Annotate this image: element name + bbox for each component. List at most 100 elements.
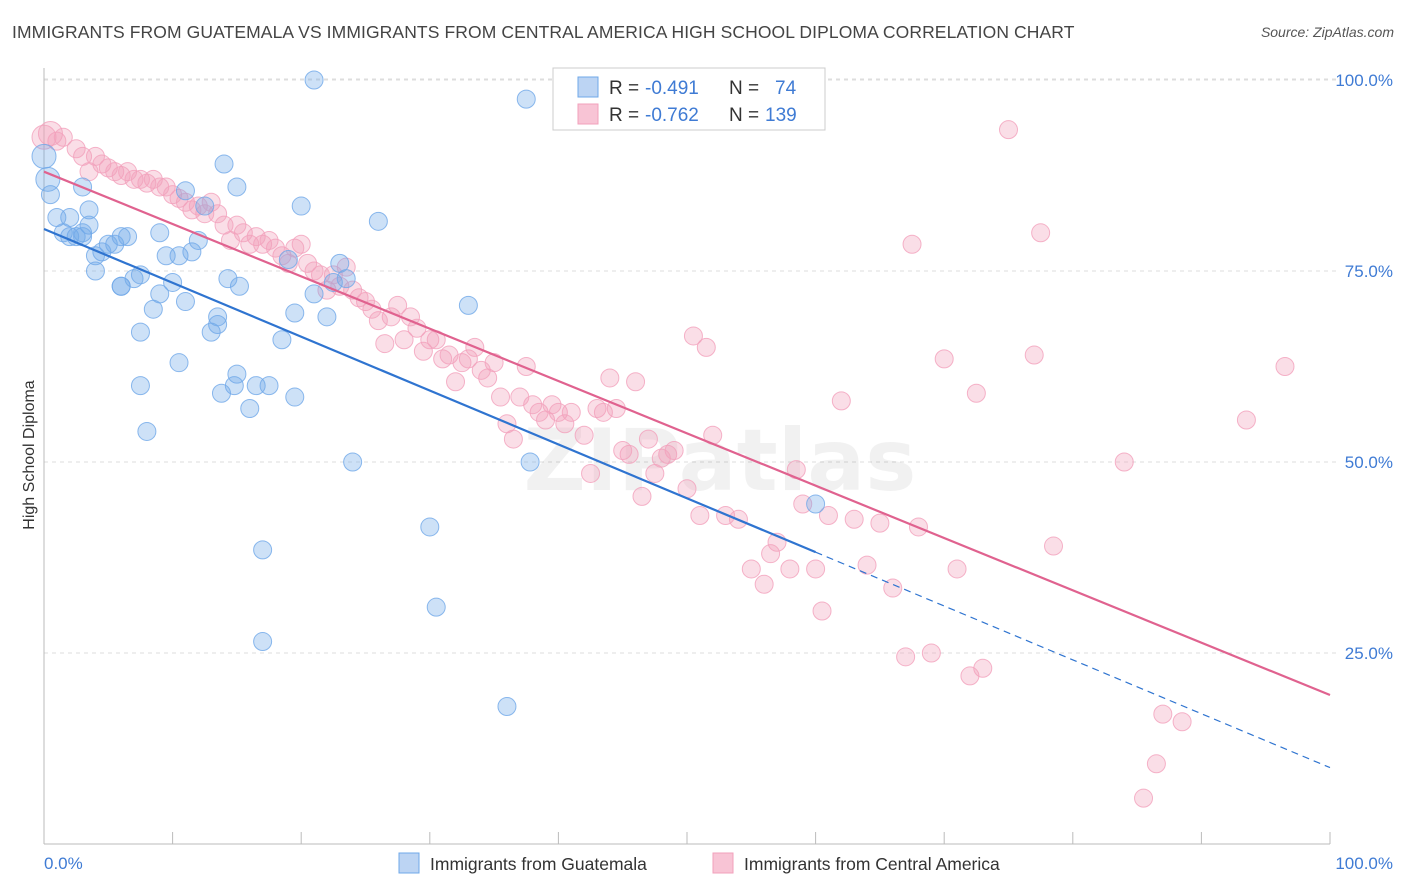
central-america-point-23 <box>188 196 208 216</box>
central-america-point-13 <box>124 169 144 189</box>
guatemala-point-63 <box>420 517 440 537</box>
central-america-point-131 <box>1044 536 1064 556</box>
guatemala-point-10 <box>79 215 99 235</box>
central-america-point-34 <box>259 230 279 250</box>
central-america-point-106 <box>761 544 781 564</box>
central-america-point-117 <box>870 513 890 533</box>
central-america-point-4 <box>66 139 86 159</box>
central-america-point-30 <box>233 223 253 243</box>
central-america-point-75 <box>523 395 543 415</box>
guatemala-point-0 <box>31 143 57 169</box>
central-america-point-134 <box>1146 754 1166 774</box>
x-tick-label-1: 100.0% <box>1335 854 1393 873</box>
central-america-point-96 <box>664 441 684 461</box>
guatemala-point-55 <box>304 284 324 304</box>
series-guatemala-points <box>31 70 826 716</box>
guatemala-point-56 <box>304 70 324 90</box>
central-america-point-123 <box>934 349 954 369</box>
guatemala-point-36 <box>208 314 228 334</box>
central-america-point-104 <box>741 559 761 579</box>
central-america-point-29 <box>227 215 247 235</box>
central-america-point-52 <box>375 334 395 354</box>
guatemala-point-51 <box>278 250 298 270</box>
central-america-point-81 <box>561 402 581 422</box>
central-america-point-65 <box>458 349 478 369</box>
central-america-point-92 <box>638 429 658 449</box>
central-america-point-86 <box>600 368 620 388</box>
central-america-point-120 <box>902 234 922 254</box>
guatemala-point-37 <box>208 307 228 327</box>
trend-line-guatemala-extension <box>815 551 1331 769</box>
central-america-point-118 <box>883 578 903 598</box>
guatemala-point-70 <box>85 261 105 281</box>
central-america-point-78 <box>542 395 562 415</box>
legend-swatch-pink <box>577 103 599 125</box>
central-america-point-32 <box>246 227 266 247</box>
legend-swatch-blue <box>577 76 599 98</box>
guatemala-point-42 <box>227 364 247 384</box>
central-america-point-35 <box>265 238 285 258</box>
y-tick-label-1: 50.0% <box>1345 453 1393 472</box>
central-america-point-83 <box>581 463 601 483</box>
x-tick-label-0: 0.0% <box>44 854 83 873</box>
series-central-america-points <box>31 120 1295 808</box>
guatemala-point-11 <box>79 200 99 220</box>
central-america-point-90 <box>626 372 646 392</box>
guatemala-point-71 <box>111 276 131 296</box>
legend-n-label-pink: N = <box>729 105 759 126</box>
trend-line-central-america <box>43 170 1331 697</box>
trend-line-guatemala <box>43 227 817 554</box>
central-america-point-127 <box>973 658 993 678</box>
guatemala-point-32 <box>182 242 202 262</box>
legend-bottom-swatch-pink <box>712 852 734 874</box>
y-tick-label-2: 75.0% <box>1345 262 1393 281</box>
guatemala-point-57 <box>317 307 337 327</box>
guatemala-point-69 <box>806 494 826 514</box>
guatemala-point-52 <box>285 387 305 407</box>
legend-n-label-blue: N = <box>729 78 759 99</box>
central-america-point-113 <box>818 505 838 525</box>
central-america-point-132 <box>1114 452 1134 472</box>
y-tick-label-0: 25.0% <box>1345 644 1393 663</box>
guatemala-point-43 <box>227 177 247 197</box>
central-america-point-115 <box>844 509 864 529</box>
central-america-point-51 <box>368 311 388 331</box>
guatemala-point-61 <box>343 452 363 472</box>
central-america-point-112 <box>812 601 832 621</box>
guatemala-point-39 <box>214 154 234 174</box>
central-america-point-58 <box>413 341 433 361</box>
central-america-point-59 <box>420 330 440 350</box>
central-america-point-136 <box>1172 712 1192 732</box>
legend-bottom-swatch-blue <box>398 852 420 874</box>
guatemala-point-21 <box>130 322 150 342</box>
guatemala-point-2 <box>40 185 60 205</box>
guatemala-point-29 <box>169 246 189 266</box>
guatemala-point-41 <box>224 376 244 396</box>
legend-n-value-blue: 74 <box>775 78 797 99</box>
y-tick-labels: 25.0% 50.0% 75.0% 100.0% <box>1335 71 1393 663</box>
guatemala-point-66 <box>497 696 517 716</box>
guatemala-point-47 <box>253 540 273 560</box>
central-america-point-70 <box>491 387 511 407</box>
central-america-point-108 <box>780 559 800 579</box>
central-america-point-91 <box>632 486 652 506</box>
legend-r-value-pink: -0.762 <box>645 105 699 126</box>
guatemala-point-67 <box>516 89 536 109</box>
central-america-point-80 <box>555 414 575 434</box>
central-america-point-114 <box>831 391 851 411</box>
central-america-point-21 <box>175 192 195 212</box>
guatemala-point-54 <box>291 196 311 216</box>
legend-bottom-label-pink: Immigrants from Central America <box>744 854 1000 874</box>
guatemala-point-31 <box>175 292 195 312</box>
central-america-point-18 <box>156 177 176 197</box>
central-america-point-133 <box>1134 788 1154 808</box>
guatemala-point-68 <box>520 452 540 472</box>
guatemala-point-24 <box>150 223 170 243</box>
central-america-point-124 <box>947 559 967 579</box>
trend-lines <box>43 170 1331 769</box>
central-america-point-122 <box>921 643 941 663</box>
central-america-point-135 <box>1153 704 1173 724</box>
central-america-point-55 <box>394 330 414 350</box>
central-america-point-57 <box>407 318 427 338</box>
